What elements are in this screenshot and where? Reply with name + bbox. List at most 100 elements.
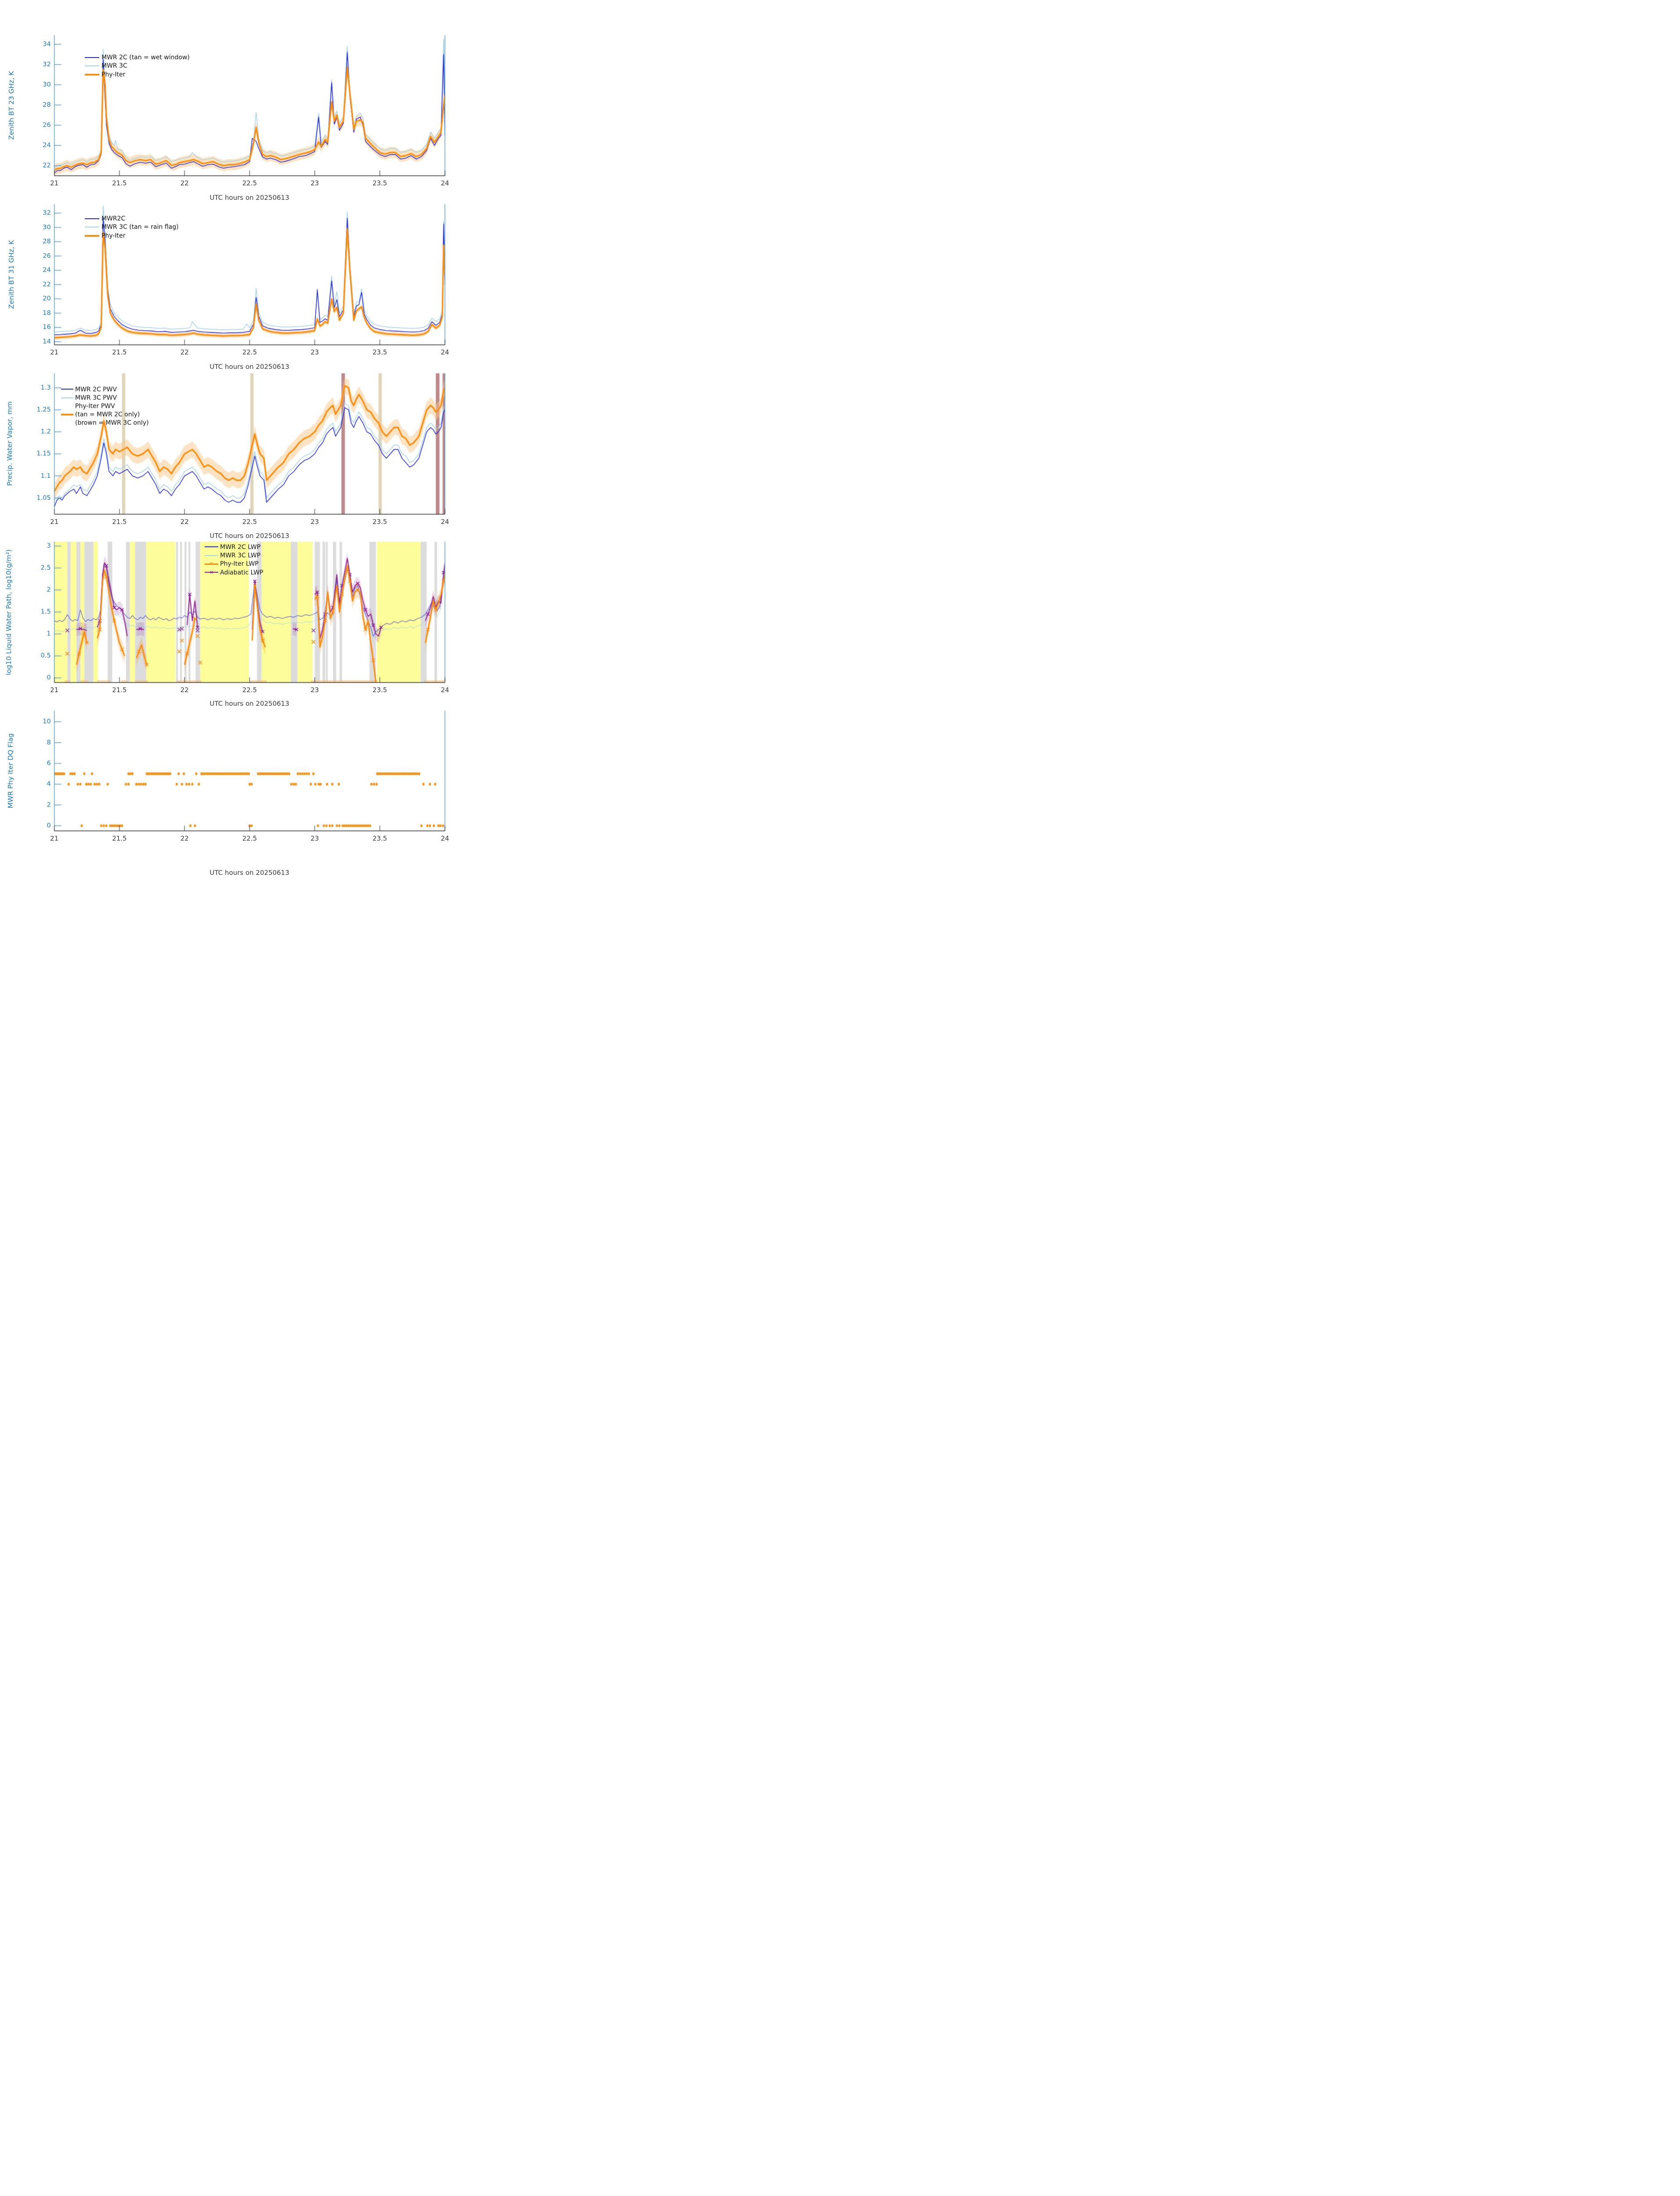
p1-x-tick-label: 24 xyxy=(441,179,449,188)
p5-y-tick-label: 8 xyxy=(47,739,51,746)
p3-y-tick-label: 1.25 xyxy=(36,406,51,414)
p3-y-tick-label: 1.1 xyxy=(40,472,51,480)
p4-y-tick-label: 0 xyxy=(47,674,51,682)
p2-legend-label-0: MWR2C xyxy=(101,215,126,222)
p3-legend-line-0 xyxy=(61,389,73,390)
p5-x-tick-label: 21 xyxy=(50,834,59,842)
p5-x-tick-label: 23 xyxy=(311,834,319,842)
p3-legend-line-1 xyxy=(61,397,73,398)
p5-ylabel: MWR Phy Iter DQ Flag xyxy=(7,733,14,809)
p5-x-tick-label: 22.5 xyxy=(242,834,257,842)
p1-x-tick-label: 21.5 xyxy=(112,179,127,188)
p2-legend-line-1 xyxy=(85,227,99,228)
p1-y-tick-label: 28 xyxy=(43,101,51,108)
p2-x-tick-label: 21.5 xyxy=(112,348,127,357)
p1-ylabel: Zenith BT 23 GHz, K xyxy=(7,71,15,140)
figure-page: Zenith BT 23 GHz, K Zenith BT 31 GHz, K … xyxy=(0,0,560,878)
p2-y-tick-label: 16 xyxy=(43,324,51,331)
p4-legend-label-2: Phy-Iter LWP xyxy=(220,560,259,568)
p3-y-tick-label: 1.05 xyxy=(36,494,51,502)
p5-y-tick-label: 2 xyxy=(47,801,51,809)
p4-xlabel: UTC hours on 20250613 xyxy=(210,700,289,708)
p1-y-tick-label: 26 xyxy=(43,122,51,129)
p3-x-tick-label: 24 xyxy=(441,517,449,526)
p4-legend-label-0: MWR 2C LWP xyxy=(220,543,261,551)
p3-legend-label-3: (tan = MWR 2C only) xyxy=(75,411,140,419)
p4-x-tick-label: 22.5 xyxy=(242,686,257,694)
p3-legend-label-2: Phy-Iter PWV xyxy=(75,403,115,410)
p4-y-tick-label: 1.5 xyxy=(40,608,51,616)
p5-y-tick-label: 4 xyxy=(47,780,51,788)
p1-y-tick-label: 34 xyxy=(43,40,51,48)
p4-y-tick-label: 0.5 xyxy=(40,652,51,660)
p5-x-tick-label: 23.5 xyxy=(372,834,387,842)
p2-y-tick-label: 28 xyxy=(43,238,51,246)
p2-xlabel: UTC hours on 20250613 xyxy=(210,363,289,371)
p2-y-tick-label: 22 xyxy=(43,281,51,288)
p4-x-tick-label: 23.5 xyxy=(372,686,387,694)
p3-x-tick-label: 23.5 xyxy=(372,517,387,526)
p2-legend-label-2: Phy-Iter xyxy=(101,232,126,239)
p3-x-tick-label: 23 xyxy=(311,517,319,526)
p1-y-tick-label: 24 xyxy=(43,142,51,149)
p1-xlabel: UTC hours on 20250613 xyxy=(210,194,289,202)
p2-y-tick-label: 20 xyxy=(43,295,51,303)
p2-x-tick-label: 21 xyxy=(50,348,59,357)
p3-x-tick-label: 22.5 xyxy=(242,517,257,526)
p1-legend-label-1: MWR 3C xyxy=(101,62,127,70)
p2-legend-label-1: MWR 3C (tan = rain flag) xyxy=(101,224,179,231)
p4-x-tick-label: 23 xyxy=(311,686,319,694)
p1-x-tick-label: 22.5 xyxy=(242,179,257,188)
p2-x-tick-label: 22 xyxy=(180,348,189,357)
p4-x-tick-label: 24 xyxy=(441,686,449,694)
p1-x-tick-label: 23.5 xyxy=(372,179,387,188)
p1-x-tick-label: 22 xyxy=(180,179,189,188)
p4-legend-line-0 xyxy=(205,546,218,548)
p4-legend-line-3 xyxy=(205,572,218,573)
p4-y-tick-label: 1 xyxy=(47,630,51,638)
p1-legend-label-0: MWR 2C (tan = wet window) xyxy=(101,54,190,61)
p1-x-tick-label: 21 xyxy=(50,179,59,188)
p4-y-tick-label: 2.5 xyxy=(40,564,51,572)
p4-x-tick-label: 21 xyxy=(50,686,59,694)
p5-x-tick-label: 24 xyxy=(441,834,449,842)
p2-x-tick-label: 23.5 xyxy=(372,348,387,357)
p4-legend-line-1 xyxy=(205,555,218,556)
p3-legend-line-3 xyxy=(61,413,73,415)
p3-legend-label-4: (brown = MWR 3C only) xyxy=(75,419,149,427)
p4-legend-marker-3: ✕ xyxy=(209,569,214,575)
p1-y-tick-label: 30 xyxy=(43,81,51,88)
p2-y-tick-label: 18 xyxy=(43,309,51,317)
p5-y-tick-label: 6 xyxy=(47,760,51,767)
p2-x-tick-label: 22.5 xyxy=(242,348,257,357)
p1-y-tick-label: 22 xyxy=(43,162,51,170)
p3-ylabel: Precip. Water Vapor, mm xyxy=(6,401,14,486)
p1-x-tick-label: 23 xyxy=(311,179,319,188)
p3-xlabel: UTC hours on 20250613 xyxy=(210,532,289,540)
p4-y-tick-label: 2 xyxy=(47,586,51,594)
p4-x-tick-label: 22 xyxy=(180,686,189,694)
p1-y-tick-label: 32 xyxy=(43,61,51,68)
p2-y-tick-label: 26 xyxy=(43,252,51,260)
p2-y-tick-label: 32 xyxy=(43,209,51,217)
p3-x-tick-label: 21.5 xyxy=(112,517,127,526)
p3-x-tick-label: 21 xyxy=(50,517,59,526)
p2-legend-line-2 xyxy=(85,235,99,237)
p3-legend-label-0: MWR 2C PWV xyxy=(75,386,117,393)
p4-legend-label-1: MWR 3C LWP xyxy=(220,552,261,559)
p5-y-tick-label: 10 xyxy=(43,718,51,726)
p2-y-tick-label: 24 xyxy=(43,267,51,274)
p4-ylabel: log10 Liquid Water Path, log10(g/m²) xyxy=(5,549,13,675)
p5-y-tick-label: 0 xyxy=(47,822,51,830)
p2-x-tick-label: 23 xyxy=(311,348,319,357)
plots-canvas xyxy=(0,0,560,878)
p4-legend-marker-2: ✕ xyxy=(209,561,214,567)
p3-y-tick-label: 1.15 xyxy=(36,450,51,458)
p2-y-tick-label: 30 xyxy=(43,224,51,231)
p4-legend-line-2 xyxy=(205,563,218,565)
p4-legend-label-3: Adiabatic LWP xyxy=(220,569,264,576)
p2-x-tick-label: 24 xyxy=(441,348,449,357)
p5-xlabel: UTC hours on 20250613 xyxy=(210,869,289,877)
p4-y-tick-label: 3 xyxy=(47,542,51,550)
p1-legend-line-1 xyxy=(85,65,99,67)
